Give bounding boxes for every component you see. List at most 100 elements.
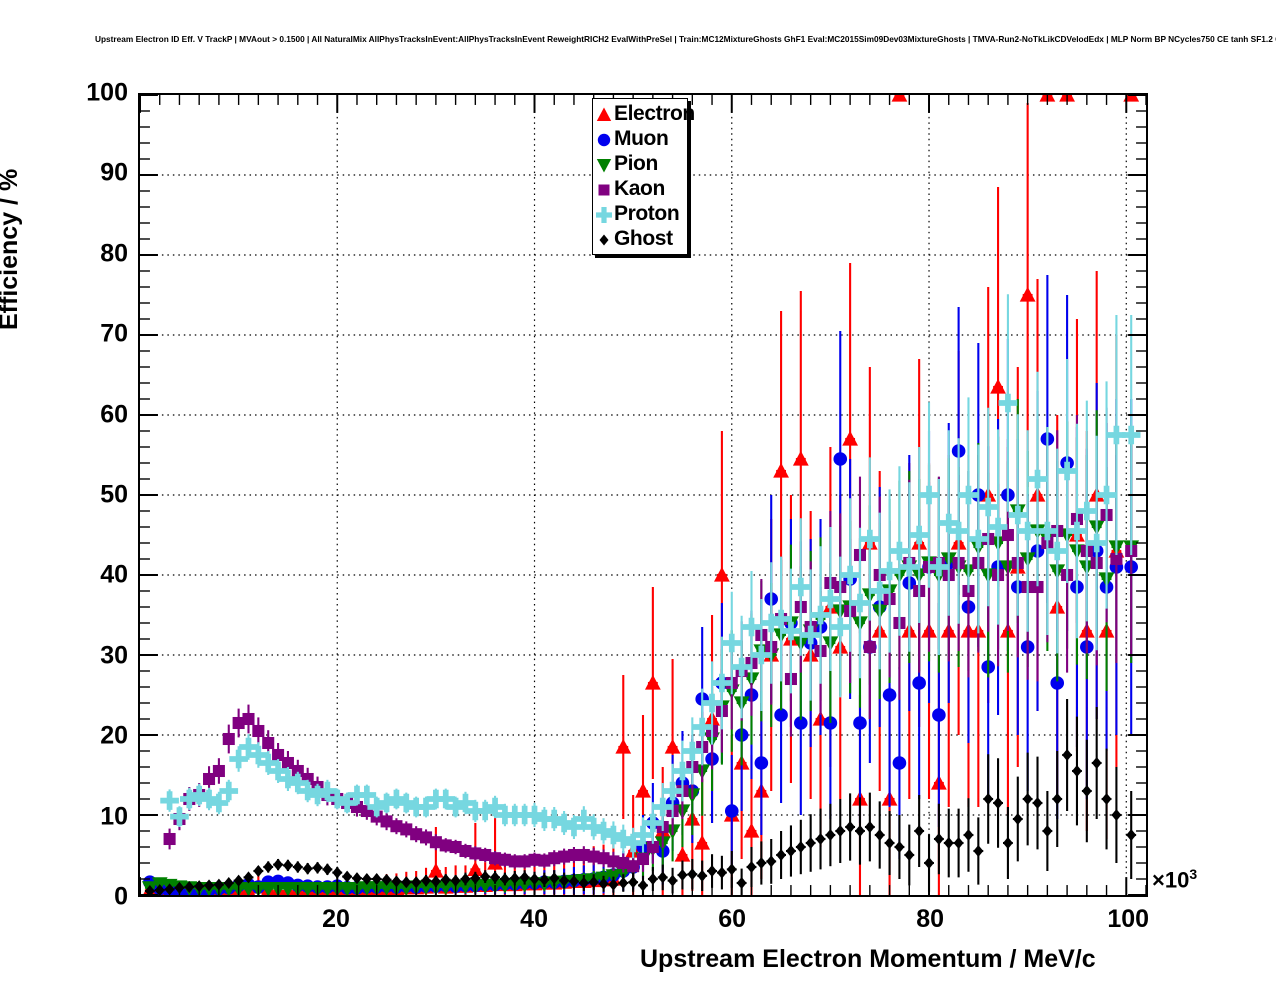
data-point-marker bbox=[604, 825, 623, 845]
data-point-marker bbox=[569, 875, 579, 888]
data-point-marker bbox=[211, 882, 227, 895]
data-point-marker bbox=[903, 556, 916, 570]
legend-entry-proton[interactable]: Proton bbox=[595, 201, 684, 226]
data-point-marker bbox=[1089, 544, 1104, 558]
y-tick-label: 10 bbox=[100, 802, 128, 831]
data-point-marker bbox=[556, 875, 572, 891]
y-tick-label: 20 bbox=[100, 721, 128, 750]
data-point-marker bbox=[426, 789, 446, 809]
data-point-marker bbox=[427, 880, 444, 895]
legend-entry-kaon[interactable]: Kaon bbox=[596, 176, 684, 201]
data-point-marker bbox=[488, 877, 502, 892]
data-point-marker bbox=[1041, 536, 1054, 550]
data-point-marker bbox=[881, 790, 898, 806]
data-point-marker bbox=[647, 872, 658, 886]
data-point-marker bbox=[457, 877, 474, 893]
data-point-marker bbox=[1029, 486, 1046, 502]
data-point-marker bbox=[349, 881, 365, 895]
data-point-marker bbox=[646, 816, 660, 830]
data-point-marker bbox=[209, 793, 229, 813]
data-point-marker bbox=[893, 616, 906, 630]
data-point-marker bbox=[863, 640, 876, 654]
legend-entry-electron[interactable]: Electron bbox=[596, 101, 695, 126]
data-point-marker bbox=[1109, 560, 1124, 574]
data-point-marker bbox=[192, 883, 206, 895]
data-point-marker bbox=[863, 640, 877, 654]
data-point-marker bbox=[1018, 521, 1037, 541]
data-point-marker bbox=[961, 600, 976, 614]
data-point-marker bbox=[761, 613, 781, 633]
data-point-marker bbox=[1021, 580, 1034, 594]
data-point-marker bbox=[360, 880, 374, 894]
x-axis-exponent: ×103 bbox=[1152, 866, 1197, 893]
data-point-marker bbox=[949, 521, 968, 541]
triangle-up-icon bbox=[596, 106, 612, 122]
data-point-marker bbox=[766, 855, 777, 868]
data-point-marker bbox=[638, 879, 648, 892]
data-point-marker bbox=[802, 646, 819, 662]
data-point-marker bbox=[429, 836, 442, 849]
data-point-marker bbox=[448, 879, 463, 893]
data-point-marker bbox=[663, 781, 682, 801]
data-point-marker bbox=[783, 616, 799, 632]
data-point-marker bbox=[686, 760, 699, 774]
data-point-marker bbox=[153, 882, 167, 895]
data-point-marker bbox=[870, 581, 890, 601]
legend-entry-pion[interactable]: Pion bbox=[596, 151, 684, 176]
plot-legend[interactable]: Electron Muon Pion Kaon Proton Ghost bbox=[592, 98, 695, 255]
data-point-marker bbox=[904, 848, 915, 862]
circle-icon bbox=[596, 131, 612, 147]
data-point-marker bbox=[596, 158, 612, 172]
data-point-marker bbox=[1090, 556, 1103, 570]
data-point-marker bbox=[811, 605, 830, 625]
data-point-marker bbox=[371, 872, 382, 886]
data-point-marker bbox=[794, 600, 807, 614]
data-point-marker bbox=[983, 792, 994, 806]
data-point-marker bbox=[1010, 580, 1025, 594]
data-point-marker bbox=[369, 881, 385, 895]
data-point-marker bbox=[744, 688, 759, 702]
data-point-marker bbox=[980, 486, 997, 502]
data-point-marker bbox=[695, 692, 709, 706]
data-point-marker bbox=[440, 873, 451, 886]
data-point-marker bbox=[487, 878, 503, 894]
data-point-marker bbox=[716, 866, 727, 879]
data-point-marker bbox=[526, 877, 543, 893]
data-point-marker bbox=[990, 536, 1006, 552]
data-point-marker bbox=[922, 560, 936, 574]
data-point-marker bbox=[1031, 580, 1044, 594]
data-point-marker bbox=[823, 716, 838, 730]
data-point-marker bbox=[378, 880, 395, 895]
data-point-marker bbox=[291, 764, 304, 778]
legend-entry-ghost[interactable]: Ghost bbox=[596, 226, 684, 251]
data-point-marker bbox=[1040, 432, 1055, 446]
legend-entry-muon[interactable]: Muon bbox=[596, 126, 684, 151]
data-point-marker bbox=[970, 622, 987, 638]
data-point-marker bbox=[241, 877, 256, 892]
data-point-marker bbox=[379, 879, 394, 893]
data-point-marker bbox=[871, 622, 888, 638]
square-icon bbox=[596, 181, 612, 197]
data-point-marker bbox=[704, 732, 720, 748]
data-point-marker bbox=[940, 622, 957, 638]
data-point-marker bbox=[181, 881, 198, 895]
data-point-marker bbox=[509, 872, 520, 885]
data-point-marker bbox=[391, 875, 402, 888]
data-point-marker bbox=[962, 584, 975, 598]
y-tick-label: 100 bbox=[86, 78, 128, 107]
data-point-marker bbox=[232, 716, 245, 730]
data-point-marker bbox=[212, 764, 225, 778]
data-point-marker bbox=[880, 561, 899, 581]
data-point-marker bbox=[485, 797, 505, 817]
data-point-marker bbox=[549, 872, 560, 885]
data-point-marker bbox=[525, 805, 544, 825]
data-point-marker bbox=[921, 622, 937, 638]
data-point-marker bbox=[665, 796, 680, 810]
data-point-marker bbox=[805, 836, 816, 850]
data-point-marker bbox=[310, 881, 325, 895]
data-point-marker bbox=[547, 875, 562, 889]
data-point-marker bbox=[357, 785, 377, 805]
data-point-marker bbox=[696, 740, 709, 754]
data-point-marker bbox=[953, 836, 964, 850]
data-point-marker bbox=[575, 873, 592, 888]
